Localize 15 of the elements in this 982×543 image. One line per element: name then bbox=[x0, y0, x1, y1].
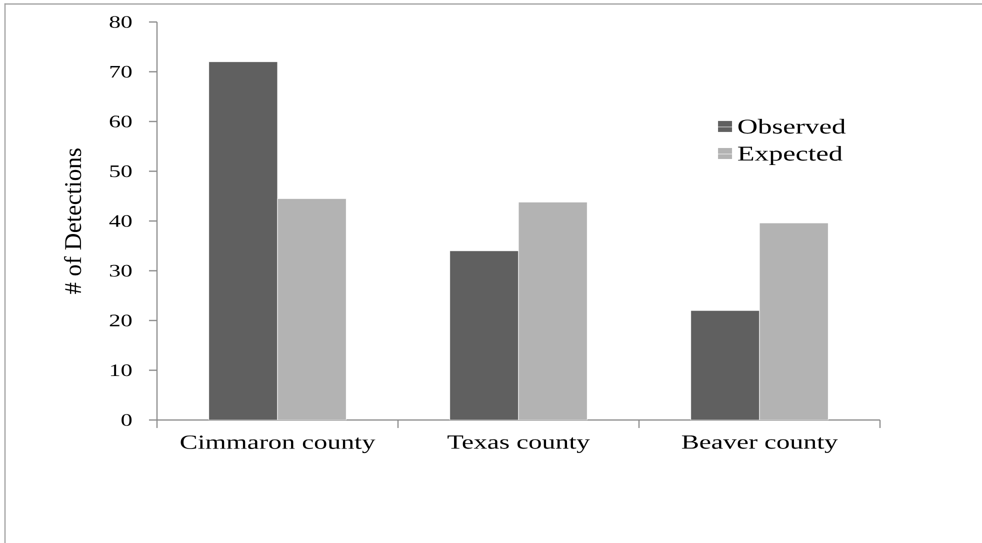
legend-label: Observed bbox=[738, 118, 846, 134]
x-tick-label: Beaver county bbox=[682, 436, 838, 453]
x-tick-label: Cimmaron county bbox=[180, 436, 376, 454]
y-tick-label: 40 bbox=[109, 215, 132, 227]
y-tick-label: 70 bbox=[110, 66, 132, 78]
x-tick-label: Texas county bbox=[448, 436, 590, 453]
legend-label: Expected bbox=[738, 146, 842, 166]
y-tick-label: 0 bbox=[122, 414, 132, 426]
y-tick-label: 60 bbox=[110, 116, 132, 128]
y-tick-label: 20 bbox=[110, 314, 132, 326]
y-tick-label: 30 bbox=[110, 264, 132, 277]
y-axis-title: # of Detections bbox=[64, 148, 82, 294]
y-tick-label: 10 bbox=[110, 364, 132, 376]
y-tick-label: 50 bbox=[110, 165, 132, 178]
y-tick-label: 80 bbox=[110, 16, 132, 28]
